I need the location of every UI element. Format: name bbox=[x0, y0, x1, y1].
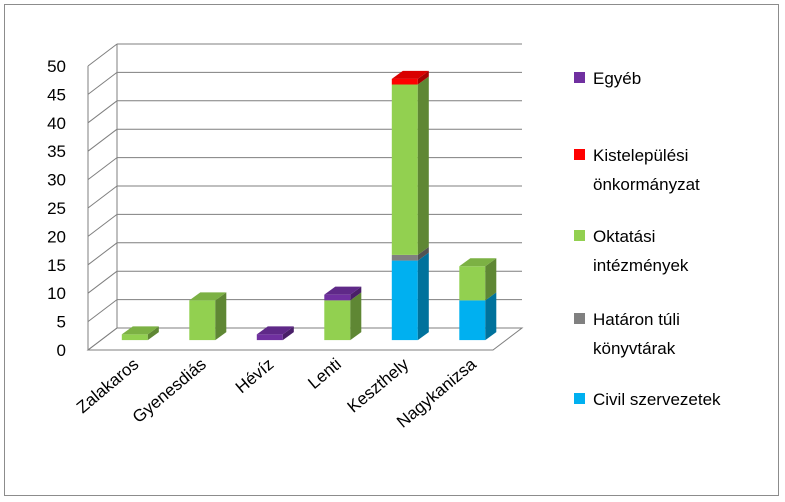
gridline-depth bbox=[87, 299, 118, 322]
y-tick-label: 25 bbox=[47, 199, 66, 218]
gridline-depth bbox=[87, 100, 118, 124]
bar-segment bbox=[324, 292, 362, 341]
bar-front bbox=[391, 260, 418, 341]
gridline-depth bbox=[87, 157, 118, 180]
legend-swatch bbox=[574, 230, 585, 241]
gridline-depth bbox=[87, 214, 118, 237]
bar-front bbox=[324, 300, 351, 341]
gridline-depth bbox=[87, 185, 118, 209]
legend-label: könyvtárak bbox=[593, 339, 676, 358]
y-tick-label: 0 bbox=[57, 341, 66, 360]
legend-label: Civil szervezetek bbox=[593, 390, 721, 409]
legend-swatch bbox=[574, 149, 585, 160]
x-category-label: Keszthely bbox=[344, 354, 413, 416]
bar-side bbox=[147, 326, 159, 341]
bar-segment bbox=[391, 70, 429, 85]
bar-top bbox=[121, 326, 159, 335]
legend-item: Oktatási intézmények bbox=[574, 227, 689, 275]
bar-top bbox=[189, 292, 227, 301]
bar-front bbox=[189, 300, 216, 341]
legend-label: Oktatási bbox=[593, 227, 655, 246]
bar-front bbox=[391, 84, 418, 255]
legend-label: intézmények bbox=[593, 256, 689, 275]
bar-front bbox=[459, 300, 486, 341]
y-tick-label: 40 bbox=[47, 114, 66, 133]
legend-label: Egyéb bbox=[593, 69, 641, 88]
legend-item: Kistelepülési önkormányzat bbox=[574, 146, 700, 194]
bar-front bbox=[391, 78, 418, 85]
bar-segment bbox=[459, 292, 497, 341]
bar-top bbox=[256, 326, 294, 335]
legend: Egyéb Kistelepülési önkormányzat Oktatási in… bbox=[574, 69, 721, 409]
legend-item: Egyéb bbox=[574, 69, 641, 88]
y-tick-label: 5 bbox=[57, 313, 66, 332]
bar-segment bbox=[256, 326, 294, 341]
bar-segment bbox=[121, 326, 159, 341]
legend-item: Határon túli könyvtárak bbox=[574, 310, 680, 358]
y-tick-label: 15 bbox=[47, 256, 66, 275]
gridline-depth bbox=[87, 270, 118, 294]
bar-front bbox=[459, 266, 486, 301]
bar-top bbox=[391, 70, 429, 79]
bar-segment bbox=[459, 258, 497, 301]
bar-side bbox=[282, 326, 294, 341]
bar-side bbox=[485, 292, 497, 341]
bar-side bbox=[417, 70, 429, 85]
y-tick-label: 10 bbox=[47, 284, 66, 303]
bar-front bbox=[121, 334, 148, 341]
y-tick-labels: 0 5 10 15 20 25 30 35 40 45 50 bbox=[47, 57, 66, 360]
bar-segment bbox=[189, 292, 227, 341]
bar-segment bbox=[391, 246, 429, 261]
floor bbox=[86, 327, 524, 351]
x-category-label: Hévíz bbox=[232, 355, 278, 397]
y-tick-label: 50 bbox=[47, 57, 66, 76]
y-tick-label: 30 bbox=[47, 171, 66, 190]
gridline-depth bbox=[87, 72, 118, 95]
bar-segment bbox=[324, 286, 362, 301]
bar-top bbox=[324, 286, 362, 295]
legend-item: Civil szervezetek bbox=[574, 390, 721, 409]
bars bbox=[121, 70, 497, 341]
y-tick-label: 35 bbox=[47, 142, 66, 161]
bar-front bbox=[324, 294, 351, 301]
y-tick-label: 20 bbox=[47, 227, 66, 246]
bar-top bbox=[459, 258, 497, 267]
bar-side bbox=[350, 286, 362, 301]
y-tick-label: 45 bbox=[47, 85, 66, 104]
legend-label: Kistelepülési bbox=[593, 146, 688, 165]
legend-swatch bbox=[574, 313, 585, 324]
bar-segment bbox=[391, 252, 429, 341]
bar-front bbox=[256, 334, 283, 341]
gridline-depth bbox=[87, 128, 118, 152]
bar-side bbox=[417, 252, 429, 341]
bar-front bbox=[391, 254, 418, 261]
chart-frame bbox=[4, 4, 779, 496]
gridline-depth bbox=[87, 43, 118, 67]
bar-segment bbox=[391, 76, 429, 255]
legend-label: Határon túli bbox=[593, 310, 680, 329]
legend-swatch bbox=[574, 72, 585, 83]
gridline-depth bbox=[87, 242, 118, 266]
bar-side bbox=[485, 258, 497, 301]
x-category-label: Zalakaros bbox=[73, 355, 142, 418]
legend-swatch bbox=[574, 393, 585, 404]
bar-side bbox=[350, 292, 362, 341]
x-category-label: Gyenesdiás bbox=[129, 355, 210, 427]
gridlines bbox=[86, 43, 524, 351]
x-category-label: Lenti bbox=[304, 355, 344, 393]
bar-side bbox=[417, 76, 429, 255]
legend-label: önkormányzat bbox=[593, 175, 700, 194]
bar-side bbox=[215, 292, 227, 341]
bar-side bbox=[417, 246, 429, 261]
